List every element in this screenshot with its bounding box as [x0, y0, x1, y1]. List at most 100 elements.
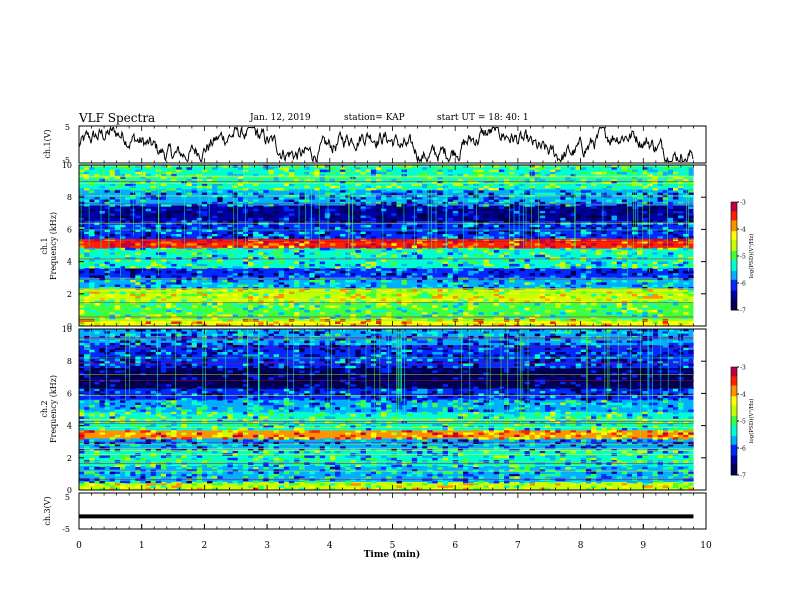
spec-cell: [396, 169, 402, 173]
spec-cell: [473, 305, 479, 308]
spec-cell: [493, 293, 500, 297]
spec-cell: [667, 220, 674, 223]
spec-cell: [678, 259, 684, 262]
spec-cell: [601, 234, 607, 237]
spec-cell: [109, 361, 116, 364]
spec-cell: [452, 333, 459, 337]
spec-cell: [529, 273, 535, 276]
spec-cell: [263, 368, 269, 371]
spec-cell: [268, 236, 274, 239]
spec-cell: [212, 167, 218, 170]
spec-cell: [314, 169, 320, 173]
spec-cell: [335, 238, 341, 242]
spec-cell: [140, 303, 146, 306]
spec-cell: [673, 361, 679, 364]
spec-cell: [166, 349, 172, 353]
spec-cell: [360, 352, 366, 355]
spec-cell: [278, 349, 285, 353]
spec-cell: [678, 201, 684, 205]
spec-cell: [360, 217, 366, 221]
spec-cell: [498, 169, 505, 173]
spec-cell: [498, 291, 505, 295]
spec-cell: [237, 263, 244, 267]
spec-cell: [473, 261, 479, 265]
spec-cell: [258, 368, 264, 371]
spec-cell: [340, 319, 346, 322]
spec-cell: [391, 220, 397, 223]
spec-cell: [391, 227, 397, 230]
spec-cell: [191, 181, 198, 184]
spec-cell: [94, 291, 100, 295]
spec-cell: [201, 192, 208, 196]
spec-cell: [534, 289, 541, 292]
spec-cell: [683, 358, 689, 362]
spec-cell: [104, 236, 110, 239]
spec-cell: [611, 243, 617, 246]
spec-cell: [237, 229, 244, 232]
spec-cell: [109, 342, 116, 346]
spec-cell: [580, 238, 587, 242]
spec-cell: [376, 347, 382, 350]
spec-cell: [498, 284, 505, 288]
spec-cell: [145, 314, 151, 318]
spec-cell: [365, 316, 372, 320]
spec-cell: [186, 284, 192, 288]
spec-cell: [673, 270, 679, 274]
spec-cell: [437, 188, 443, 191]
spec-cell: [160, 268, 167, 272]
spec-cell: [340, 192, 346, 196]
spec-cell: [99, 197, 105, 200]
spec-cell: [452, 236, 459, 239]
spec-cell: [345, 192, 351, 196]
spec-cell: [191, 338, 198, 341]
spec-cell: [673, 199, 679, 203]
spec-cell: [662, 333, 669, 337]
spec-cell: [498, 273, 505, 276]
spec-cell: [468, 307, 474, 311]
spec-cell: [263, 243, 269, 246]
spec-cell: [114, 307, 121, 311]
spec-cell: [171, 243, 177, 246]
spec-cell: [565, 263, 571, 267]
spec-cell: [176, 190, 182, 193]
spec-cell: [529, 342, 535, 346]
spec-cell: [437, 338, 443, 341]
spec-cell: [125, 316, 131, 320]
spec-cell: [278, 296, 285, 299]
spec-cell: [678, 208, 684, 212]
spec-cell: [437, 231, 443, 235]
spec-cell: [125, 215, 131, 219]
spec-cell: [268, 370, 274, 373]
spec-cell: [227, 319, 233, 322]
spec-cell: [580, 340, 587, 344]
spec-cell: [212, 266, 218, 269]
spec-cell: [406, 352, 413, 355]
spec-cell: [258, 206, 264, 209]
spec-cell: [181, 268, 187, 272]
spec-cell: [109, 284, 116, 288]
spec-cell: [370, 273, 377, 276]
spec-cell: [84, 296, 90, 299]
spec-cell: [529, 204, 535, 207]
spec-cell: [529, 263, 535, 267]
spec-cell: [585, 204, 592, 207]
spec-cell: [294, 280, 300, 283]
spec-cell: [360, 208, 366, 212]
spec-cell: [509, 352, 515, 355]
spec-cell: [186, 211, 192, 214]
spec-cell: [232, 352, 238, 355]
spec-cell: [299, 236, 305, 239]
spec-cell: [335, 236, 341, 239]
spec-cell: [273, 282, 279, 285]
spec-cell: [606, 252, 612, 255]
spec-cell: [683, 331, 689, 334]
spec-cell: [273, 280, 279, 283]
spec-cell: [79, 323, 85, 326]
spec-cell: [319, 183, 326, 186]
spec-cell: [196, 206, 203, 209]
spec-cell: [488, 227, 494, 230]
spec-cell: [248, 307, 254, 311]
spec-cell: [545, 254, 551, 258]
spec-cell: [304, 309, 310, 313]
spec-cell: [642, 192, 648, 196]
